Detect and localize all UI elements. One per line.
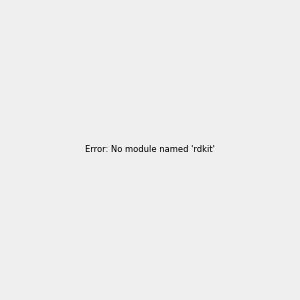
Text: Error: No module named 'rdkit': Error: No module named 'rdkit' [85,146,215,154]
